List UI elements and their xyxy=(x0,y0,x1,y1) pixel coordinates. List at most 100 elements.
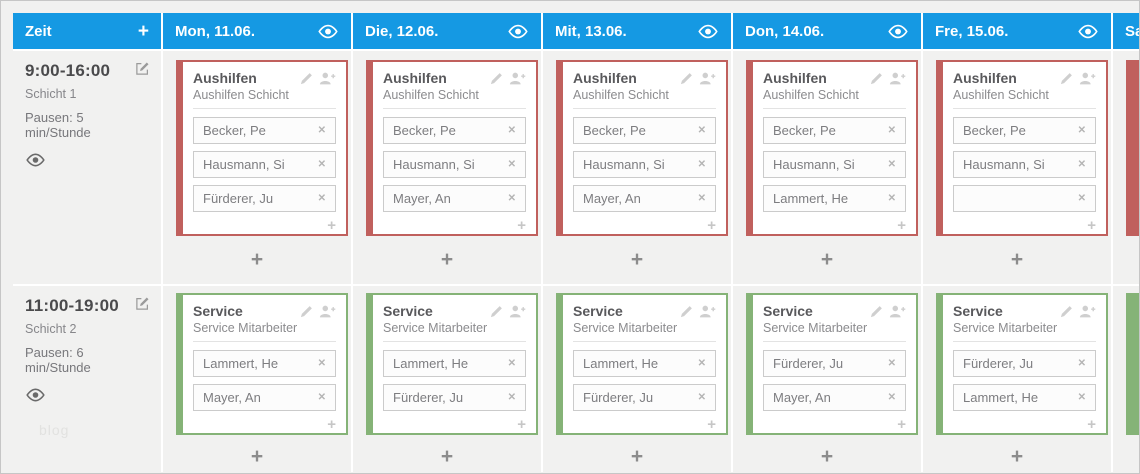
eye-icon[interactable] xyxy=(25,388,46,402)
add-user-icon[interactable] xyxy=(699,72,716,85)
employee-chip[interactable]: Hausmann, Si ✕ xyxy=(193,151,336,178)
edit-group-icon[interactable] xyxy=(680,72,693,85)
edit-group-icon[interactable] xyxy=(300,72,313,85)
employee-chip[interactable]: Becker, Pe ✕ xyxy=(573,117,716,144)
employee-chip[interactable]: Lammert, He ✕ xyxy=(953,384,1096,411)
employee-chip[interactable]: Fürderer, Ju ✕ xyxy=(193,185,336,212)
employee-chip[interactable]: Mayer, An ✕ xyxy=(193,384,336,411)
remove-employee-icon[interactable]: ✕ xyxy=(887,125,896,136)
employee-chip[interactable]: Becker, Pe ✕ xyxy=(953,117,1096,144)
employee-chip[interactable]: Fürderer, Ju ✕ xyxy=(573,384,716,411)
eye-icon[interactable] xyxy=(887,24,909,39)
employee-chip[interactable]: Hausmann, Si ✕ xyxy=(953,151,1096,178)
employee-chip[interactable]: Lammert, He ✕ xyxy=(763,185,906,212)
edit-group-icon[interactable] xyxy=(300,305,313,318)
remove-employee-icon[interactable]: ✕ xyxy=(1077,358,1086,369)
add-user-icon[interactable] xyxy=(509,72,526,85)
add-user-icon[interactable] xyxy=(319,305,336,318)
remove-employee-icon[interactable]: ✕ xyxy=(697,358,706,369)
remove-employee-icon[interactable]: ✕ xyxy=(507,193,516,204)
employee-chip[interactable]: Becker, Pe ✕ xyxy=(383,117,526,144)
add-group-button[interactable]: + xyxy=(630,248,644,271)
edit-group-icon[interactable] xyxy=(870,72,883,85)
edit-shift-icon[interactable] xyxy=(135,296,150,311)
add-employee-slot-button[interactable]: + xyxy=(327,416,336,433)
employee-chip[interactable]: Becker, Pe ✕ xyxy=(763,117,906,144)
remove-employee-icon[interactable]: ✕ xyxy=(887,358,896,369)
remove-employee-icon[interactable]: ✕ xyxy=(887,159,896,170)
remove-employee-icon[interactable]: ✕ xyxy=(1077,392,1086,403)
edit-group-icon[interactable] xyxy=(1060,305,1073,318)
remove-employee-icon[interactable]: ✕ xyxy=(697,193,706,204)
remove-employee-icon[interactable]: ✕ xyxy=(1077,159,1086,170)
add-group-button[interactable]: + xyxy=(820,248,834,271)
add-group-button[interactable]: + xyxy=(820,445,834,468)
add-user-icon[interactable] xyxy=(699,305,716,318)
remove-employee-icon[interactable]: ✕ xyxy=(317,358,326,369)
remove-employee-icon[interactable]: ✕ xyxy=(507,159,516,170)
employee-chip-empty[interactable]: ✕ xyxy=(953,185,1096,212)
remove-employee-icon[interactable]: ✕ xyxy=(507,125,516,136)
add-group-button[interactable]: + xyxy=(1010,445,1024,468)
employee-chip[interactable]: Fürderer, Ju ✕ xyxy=(383,384,526,411)
add-group-button[interactable]: + xyxy=(250,445,264,468)
employee-chip[interactable]: Lammert, He ✕ xyxy=(193,350,336,377)
edit-group-icon[interactable] xyxy=(870,305,883,318)
employee-chip[interactable]: Hausmann, Si ✕ xyxy=(383,151,526,178)
employee-chip[interactable]: Lammert, He ✕ xyxy=(573,350,716,377)
employee-chip[interactable]: Hausmann, Si ✕ xyxy=(573,151,716,178)
remove-employee-icon[interactable]: ✕ xyxy=(317,125,326,136)
add-group-button[interactable]: + xyxy=(630,445,644,468)
add-user-icon[interactable] xyxy=(1079,72,1096,85)
eye-icon[interactable] xyxy=(1077,24,1099,39)
eye-icon[interactable] xyxy=(317,24,339,39)
edit-shift-icon[interactable] xyxy=(135,61,150,76)
remove-employee-icon[interactable]: ✕ xyxy=(697,392,706,403)
employee-chip[interactable]: Lammert, He ✕ xyxy=(383,350,526,377)
remove-employee-icon[interactable]: ✕ xyxy=(317,392,326,403)
remove-employee-icon[interactable]: ✕ xyxy=(317,193,326,204)
remove-employee-icon[interactable]: ✕ xyxy=(887,392,896,403)
add-group-button[interactable]: + xyxy=(1010,248,1024,271)
remove-employee-icon[interactable]: ✕ xyxy=(507,392,516,403)
add-group-button[interactable]: + xyxy=(440,248,454,271)
add-shift-button[interactable]: + xyxy=(137,20,149,42)
add-user-icon[interactable] xyxy=(889,305,906,318)
add-employee-slot-button[interactable]: + xyxy=(707,217,716,234)
remove-employee-icon[interactable]: ✕ xyxy=(887,193,896,204)
employee-chip[interactable]: Mayer, An ✕ xyxy=(573,185,716,212)
add-user-icon[interactable] xyxy=(509,305,526,318)
eye-icon[interactable] xyxy=(25,153,46,167)
add-user-icon[interactable] xyxy=(1079,305,1096,318)
edit-group-icon[interactable] xyxy=(490,305,503,318)
edit-group-icon[interactable] xyxy=(680,305,693,318)
add-group-button[interactable]: + xyxy=(440,445,454,468)
edit-group-icon[interactable] xyxy=(490,72,503,85)
add-employee-slot-button[interactable]: + xyxy=(517,217,526,234)
edit-group-icon[interactable] xyxy=(1060,72,1073,85)
add-user-icon[interactable] xyxy=(889,72,906,85)
employee-chip[interactable]: Becker, Pe ✕ xyxy=(193,117,336,144)
employee-chip[interactable]: Mayer, An ✕ xyxy=(763,384,906,411)
eye-icon[interactable] xyxy=(697,24,719,39)
add-employee-slot-button[interactable]: + xyxy=(327,217,336,234)
employee-chip[interactable]: Fürderer, Ju ✕ xyxy=(953,350,1096,377)
add-employee-slot-button[interactable]: + xyxy=(897,217,906,234)
add-user-icon[interactable] xyxy=(319,72,336,85)
remove-employee-icon[interactable]: ✕ xyxy=(507,358,516,369)
remove-employee-icon[interactable]: ✕ xyxy=(697,125,706,136)
add-employee-slot-button[interactable]: + xyxy=(897,416,906,433)
add-employee-slot-button[interactable]: + xyxy=(707,416,716,433)
remove-employee-icon[interactable]: ✕ xyxy=(1077,125,1086,136)
add-employee-slot-button[interactable]: + xyxy=(517,416,526,433)
add-employee-slot-button[interactable]: + xyxy=(1087,416,1096,433)
remove-employee-icon[interactable]: ✕ xyxy=(317,159,326,170)
remove-employee-icon[interactable]: ✕ xyxy=(697,159,706,170)
employee-chip[interactable]: Hausmann, Si ✕ xyxy=(763,151,906,178)
employee-chip[interactable]: Fürderer, Ju ✕ xyxy=(763,350,906,377)
add-employee-slot-button[interactable]: + xyxy=(1087,217,1096,234)
add-group-button[interactable]: + xyxy=(250,248,264,271)
eye-icon[interactable] xyxy=(507,24,529,39)
employee-chip[interactable]: Mayer, An ✕ xyxy=(383,185,526,212)
remove-employee-icon[interactable]: ✕ xyxy=(1077,193,1086,204)
